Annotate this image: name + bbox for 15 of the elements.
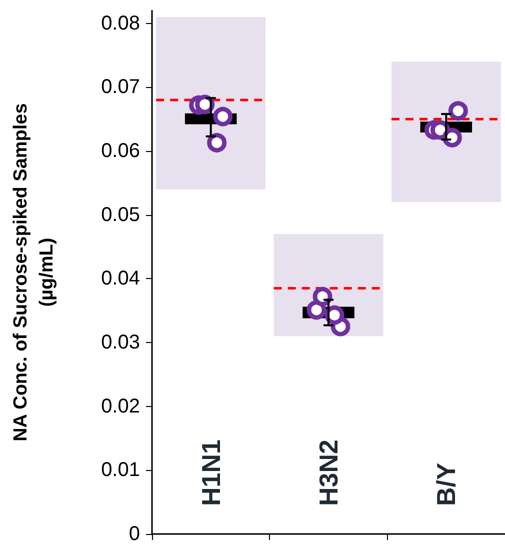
y-tick-label: 0.01 — [101, 459, 140, 482]
y-tick-label: 0 — [128, 523, 140, 545]
y-tick-label: 0.02 — [101, 395, 140, 418]
y-tick-label: 0.06 — [101, 140, 140, 162]
x-tick-label: H3N2 — [314, 440, 344, 506]
y-tick-label: 0.03 — [101, 332, 140, 354]
y-axis-title: NA Conc. of Sucrose-spiked Samples (µg/mL) — [10, 103, 58, 442]
y-tick-label: 0.08 — [101, 12, 140, 34]
y-tick-label: 0.05 — [101, 204, 140, 226]
x-tick-label: H1N1 — [196, 440, 226, 506]
bar — [391, 62, 501, 202]
x-tick-label: B/Y — [431, 462, 462, 506]
y-tick-label: 0.04 — [101, 268, 140, 290]
y-tick-label: 0.07 — [101, 76, 140, 98]
bar — [156, 16, 266, 190]
